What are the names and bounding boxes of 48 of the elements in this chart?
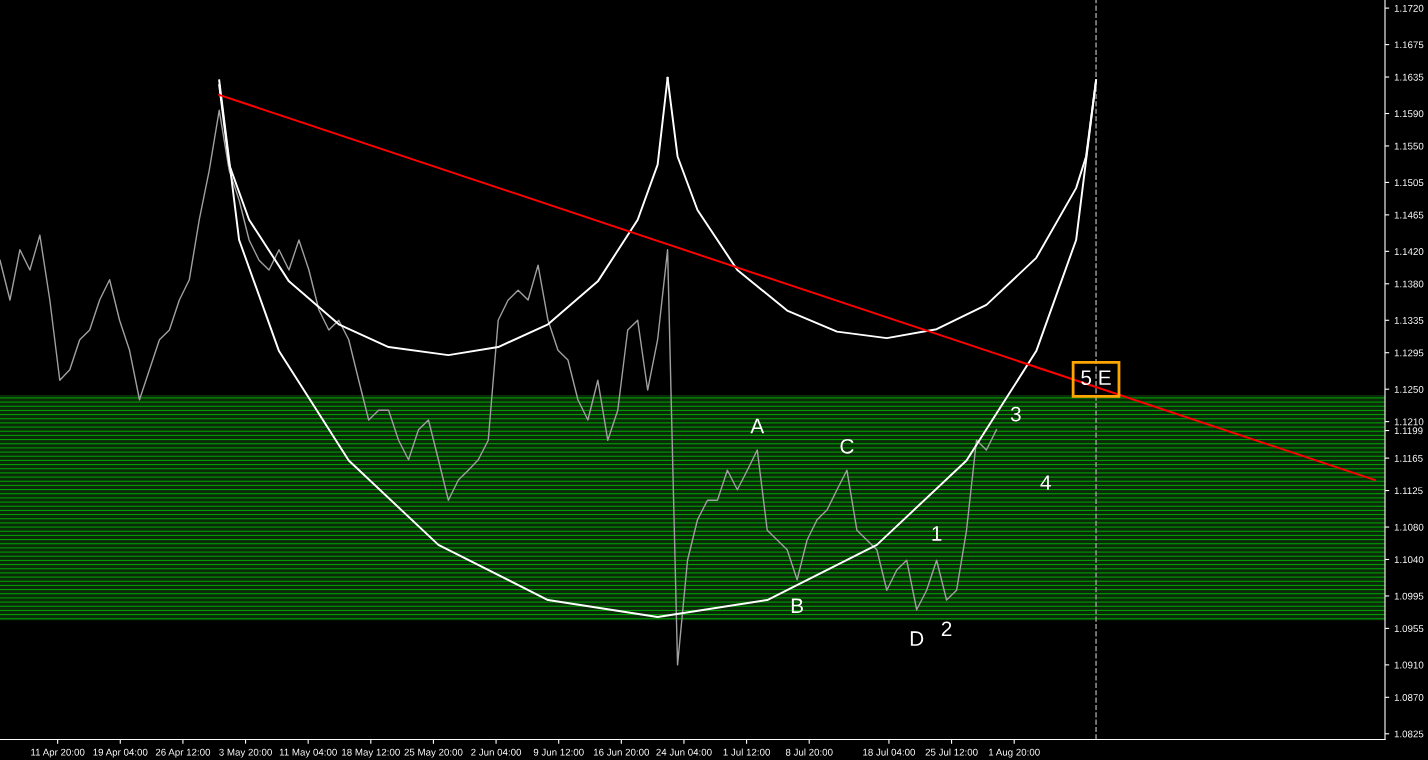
- y-tick-label: 1.1635: [1394, 73, 1424, 81]
- x-tick-label: 8 Jul 20:00: [785, 748, 833, 756]
- y-tick-label: 1.1550: [1394, 142, 1424, 150]
- x-tick-label: 16 Jun 20:00: [593, 748, 650, 756]
- x-tick-label: 18 Jul 04:00: [863, 748, 916, 756]
- x-tick-label: 2 Jun 04:00: [471, 748, 522, 756]
- y-tick-label: 1.0870: [1394, 694, 1424, 701]
- y-tick-label: 1.1675: [1394, 41, 1424, 49]
- x-tick-label: 19 Apr 04:00: [93, 748, 148, 758]
- annotation: A: [750, 418, 765, 434]
- annotation: 4: [1040, 475, 1051, 490]
- y-tick-label: 1.1505: [1394, 179, 1424, 187]
- x-tick-label: 26 Apr 12:00: [155, 748, 211, 758]
- annotation: 2: [941, 621, 952, 636]
- y-tick-label: 1.1420: [1394, 248, 1424, 255]
- annotation: B: [791, 598, 803, 613]
- y-tick-label: 1.0910: [1394, 661, 1424, 669]
- x-tick-label: 11 Apr 20:00: [31, 748, 85, 758]
- x-tick-label: 24 Jun 04:00: [656, 748, 712, 756]
- annotation: C: [840, 438, 854, 454]
- y-tick-label: 1.1210: [1394, 418, 1424, 426]
- y-tick-label: 1.1335: [1394, 317, 1424, 324]
- y-tick-label: 1.1080: [1394, 523, 1424, 531]
- x-tick-label: 18 May 12:00: [342, 748, 400, 758]
- y-tick-label: 1.1250: [1394, 385, 1424, 393]
- annotation: 1: [932, 526, 942, 541]
- x-tick-label: 11 May 04:00: [279, 748, 337, 758]
- x-tick-label: 3 May 20:00: [219, 748, 272, 758]
- x-tick-label: 9 Jun 12:00: [533, 748, 584, 756]
- y-tick-label: 1.0995: [1394, 592, 1424, 600]
- y-tick-label: 1.1590: [1394, 110, 1424, 118]
- y-tick-label: 1.1199: [1394, 427, 1423, 435]
- y-tick-label: 1.1295: [1394, 349, 1424, 357]
- annotation: 5 E: [1081, 370, 1111, 386]
- y-tick-label: 1.1380: [1394, 280, 1424, 288]
- y-tick-label: 1.1720: [1394, 4, 1424, 12]
- y-tick-label: 1.1040: [1394, 556, 1424, 564]
- annotation: 3: [1010, 406, 1021, 422]
- x-tick-label: 1 Aug 20:00: [988, 748, 1040, 758]
- x-tick-label: 25 May 20:00: [404, 748, 463, 758]
- y-tick-label: 1.1125: [1394, 487, 1423, 495]
- y-tick-label: 1.1465: [1394, 211, 1424, 219]
- y-tick-label: 1.1165: [1394, 454, 1423, 462]
- y-tick-label: 1.0825: [1394, 730, 1424, 738]
- x-tick-label: 1 Jul 12:00: [723, 748, 770, 756]
- y-tick-label: 1.0955: [1394, 625, 1424, 633]
- annotation: D: [910, 631, 924, 646]
- x-tick-label: 25 Jul 12:00: [925, 748, 978, 756]
